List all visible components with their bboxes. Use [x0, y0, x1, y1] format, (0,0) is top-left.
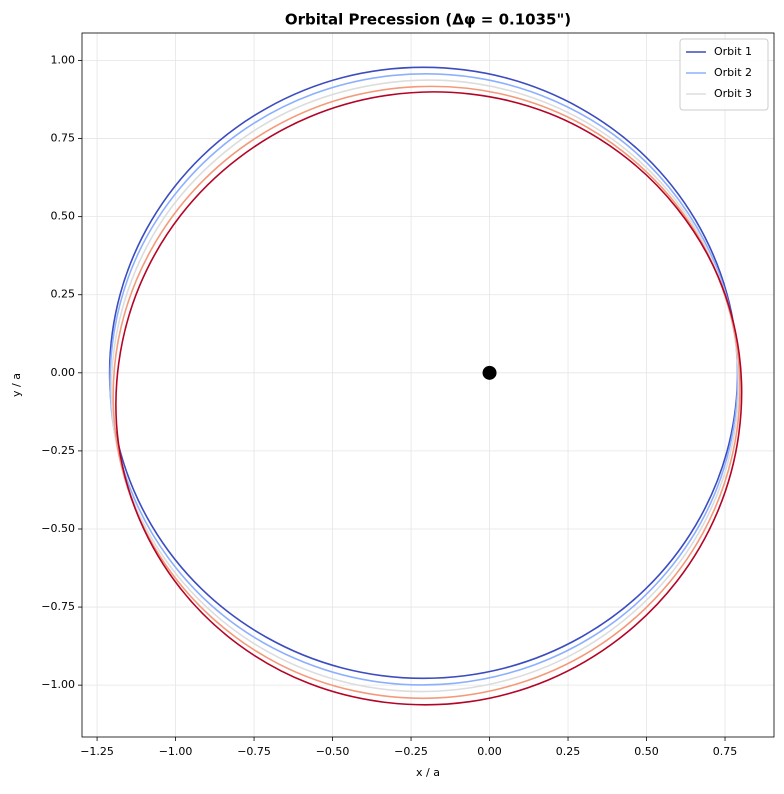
legend: Orbit 1 Orbit 2 Orbit 3	[679, 38, 769, 111]
x-tick-label: 0.75	[713, 745, 738, 758]
legend-box	[679, 38, 769, 111]
y-tick-label: 0.50	[51, 210, 76, 223]
x-tick-label: −0.75	[237, 745, 271, 758]
orbit-line	[112, 85, 741, 700]
x-tick-label: −0.25	[394, 745, 428, 758]
y-axis-label: y / a	[10, 373, 23, 397]
y-tick-label: 0.00	[51, 366, 76, 379]
chart-title: Orbital Precession (Δφ = 0.1035")	[285, 11, 571, 29]
x-tick-label: −1.00	[159, 745, 193, 758]
x-tick-label: 0.50	[634, 745, 659, 758]
y-tick-label: 0.25	[51, 288, 76, 301]
y-tick-label: −0.25	[41, 444, 75, 457]
legend-label: Orbit 1	[714, 45, 752, 58]
x-tick-label: 0.00	[477, 745, 502, 758]
y-tick-label: 1.00	[51, 53, 76, 66]
x-tick-label: −1.25	[80, 745, 114, 758]
legend-label: Orbit 2	[714, 66, 752, 79]
legend-label: Orbit 3	[714, 87, 752, 100]
y-tick-label: −0.50	[41, 522, 75, 535]
y-tick-label: −1.00	[41, 678, 75, 691]
marker	[482, 365, 497, 380]
x-tick-label: −0.50	[316, 745, 350, 758]
x-tick-label: 0.25	[556, 745, 581, 758]
y-tick-label: −0.75	[41, 600, 75, 613]
y-tick-label: 0.75	[51, 132, 76, 145]
plot-frame	[81, 32, 775, 738]
orbit-line	[115, 91, 743, 706]
x-axis-label: x / a	[416, 766, 440, 779]
